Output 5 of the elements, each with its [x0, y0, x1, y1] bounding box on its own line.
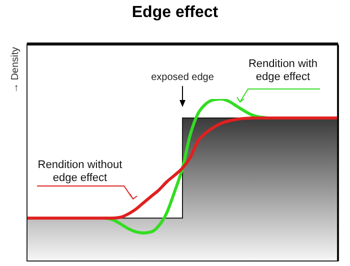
y-axis-title: → Density: [10, 46, 21, 94]
text: exposed edge: [151, 72, 214, 83]
text: Rendition without edge effect: [38, 159, 122, 184]
text: Rendition with edge effect: [248, 58, 318, 83]
chart-title: Edge effect: [130, 4, 220, 22]
